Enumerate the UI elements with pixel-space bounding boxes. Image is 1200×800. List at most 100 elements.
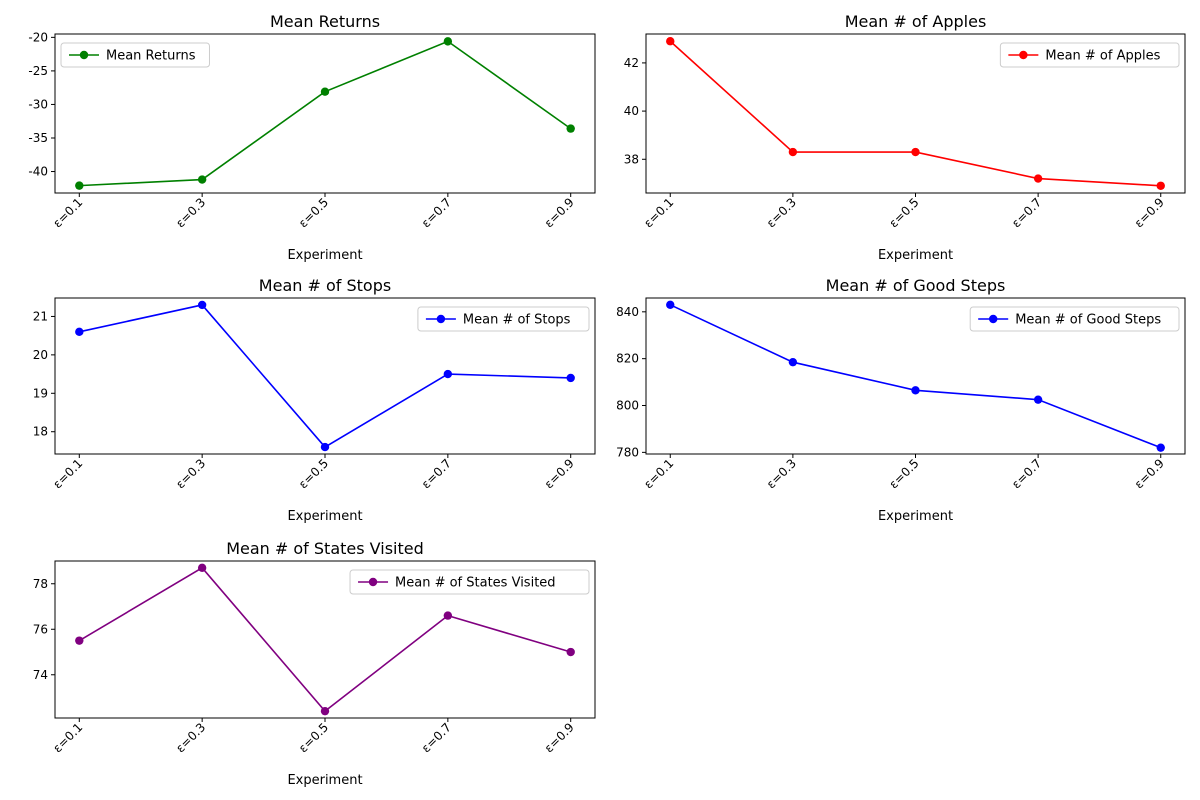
x-tick-label: ε=0.3 <box>173 195 208 230</box>
y-tick-label: 19 <box>33 386 48 400</box>
x-tick-label: ε=0.7 <box>1009 456 1044 491</box>
legend: Mean # of Stops <box>417 306 590 332</box>
subplot-1: Mean Returns -40 -35 -30 -25 -20 ε=0.1 ε=0.3 ε=0… <box>28 12 596 263</box>
legend-label: Mean # of Apples <box>1045 49 1160 64</box>
data-point <box>566 647 575 657</box>
data-point <box>788 147 798 157</box>
data-point <box>1033 395 1043 404</box>
x-tick-label: ε=0.7 <box>419 720 454 755</box>
x-axis-label: Experiment <box>287 248 362 263</box>
x-tick-label: ε=0.1 <box>641 456 676 491</box>
x-tick-label: ε=0.3 <box>764 456 799 491</box>
data-point <box>320 442 330 452</box>
x-tick-label: ε=0.5 <box>296 195 331 230</box>
data-point <box>566 373 575 383</box>
x-tick-label: ε=0.1 <box>50 456 85 491</box>
legend: Mean # of States Visited <box>349 569 590 595</box>
subplot-title: Mean # of Apples <box>845 12 987 31</box>
subplot-title: Mean # of States Visited <box>226 539 424 558</box>
x-tick-label: ε=0.1 <box>50 720 85 755</box>
x-tick-label: ε=0.9 <box>1132 456 1167 491</box>
legend-box <box>60 42 210 68</box>
legend-marker <box>989 314 998 324</box>
data-point <box>443 37 453 46</box>
y-tick-label: 40 <box>624 104 639 118</box>
x-tick-label: ε=0.5 <box>887 195 922 230</box>
y-tick-label: -25 <box>28 64 48 78</box>
legend: Mean # of Good Steps <box>969 306 1180 332</box>
x-tick-label: ε=0.3 <box>173 720 208 755</box>
data-point <box>320 706 330 716</box>
data-point <box>788 357 798 367</box>
legend-marker <box>79 50 89 60</box>
y-tick-label: 18 <box>33 425 48 439</box>
legend: Mean Returns <box>60 42 210 68</box>
legend-box <box>349 569 590 595</box>
data-point <box>566 124 575 133</box>
data-point <box>1156 181 1165 190</box>
legend-label: Mean Returns <box>106 49 196 64</box>
data-point <box>75 181 84 190</box>
y-tick-label: 76 <box>33 622 48 636</box>
legend-marker <box>368 577 378 587</box>
subplot-2: Mean # of Apples 38 40 42 ε=0.1 ε=0.3 ε=0.5 ε=0… <box>624 12 1186 263</box>
data-point <box>1156 443 1165 452</box>
x-axis-label: Experiment <box>287 773 362 788</box>
subplot-5: Mean # of States Visited 74 76 78 ε=0.1 ε=0.3… <box>33 539 596 788</box>
legend-box <box>417 306 590 332</box>
legend-marker <box>1019 50 1028 60</box>
x-tick-label: ε=0.9 <box>542 195 577 230</box>
legend-marker <box>436 314 446 324</box>
x-tick-label: ε=0.9 <box>1132 195 1167 230</box>
subplot-4: Mean # of Good Steps 780 800 820 840 ε=0.1 ε=0… <box>616 276 1186 524</box>
subplot-3: Mean # of Stops 18 19 20 21 ε=0.1 ε=0.3 ε=0.5 ε=… <box>33 276 596 524</box>
data-point <box>443 369 453 379</box>
x-tick-label: ε=0.9 <box>542 720 577 755</box>
x-tick-label: ε=0.7 <box>419 195 454 230</box>
y-tick-label: 38 <box>624 152 639 166</box>
x-tick-label: ε=0.1 <box>50 195 85 230</box>
x-axis-label: Experiment <box>878 248 953 263</box>
x-axis-label: Experiment <box>287 509 362 524</box>
x-tick-label: ε=0.5 <box>887 456 922 491</box>
y-tick-label: 21 <box>33 309 48 323</box>
subplot-title: Mean Returns <box>270 12 380 31</box>
legend-label: Mean # of States Visited <box>395 576 556 591</box>
data-point <box>75 636 84 645</box>
x-tick-label: ε=0.5 <box>296 456 331 491</box>
x-tick-label: ε=0.9 <box>542 456 577 491</box>
data-point <box>197 300 207 310</box>
x-tick-label: ε=0.3 <box>764 195 799 230</box>
data-point <box>197 175 207 184</box>
y-tick-label: 42 <box>624 56 639 70</box>
y-tick-label: 840 <box>616 305 639 319</box>
data-point <box>1033 174 1043 183</box>
y-tick-label: 800 <box>616 399 639 413</box>
y-tick-label: 74 <box>33 668 48 682</box>
data-point <box>666 37 675 46</box>
y-tick-label: -40 <box>28 165 48 179</box>
y-tick-label: -30 <box>28 97 48 111</box>
data-point <box>75 327 84 337</box>
legend: Mean # of Apples <box>999 42 1180 68</box>
data-point <box>320 87 330 96</box>
subplot-title: Mean # of Good Steps <box>826 276 1006 295</box>
x-tick-label: ε=0.3 <box>173 456 208 491</box>
y-tick-label: -35 <box>28 131 48 145</box>
data-point <box>911 147 920 157</box>
y-tick-label: 780 <box>616 445 639 459</box>
y-tick-label: 20 <box>33 348 48 362</box>
legend-box <box>969 306 1180 332</box>
legend-label: Mean # of Stops <box>463 313 571 328</box>
subplot-title: Mean # of Stops <box>259 276 391 295</box>
legend-box <box>999 42 1180 68</box>
legend-label: Mean # of Good Steps <box>1015 313 1161 328</box>
x-axis-label: Experiment <box>878 509 953 524</box>
data-point <box>911 386 920 395</box>
y-tick-label: 78 <box>33 577 48 591</box>
x-tick-label: ε=0.5 <box>296 720 331 755</box>
data-point <box>443 611 453 620</box>
data-point <box>666 300 675 309</box>
x-tick-label: ε=0.7 <box>1009 195 1044 230</box>
